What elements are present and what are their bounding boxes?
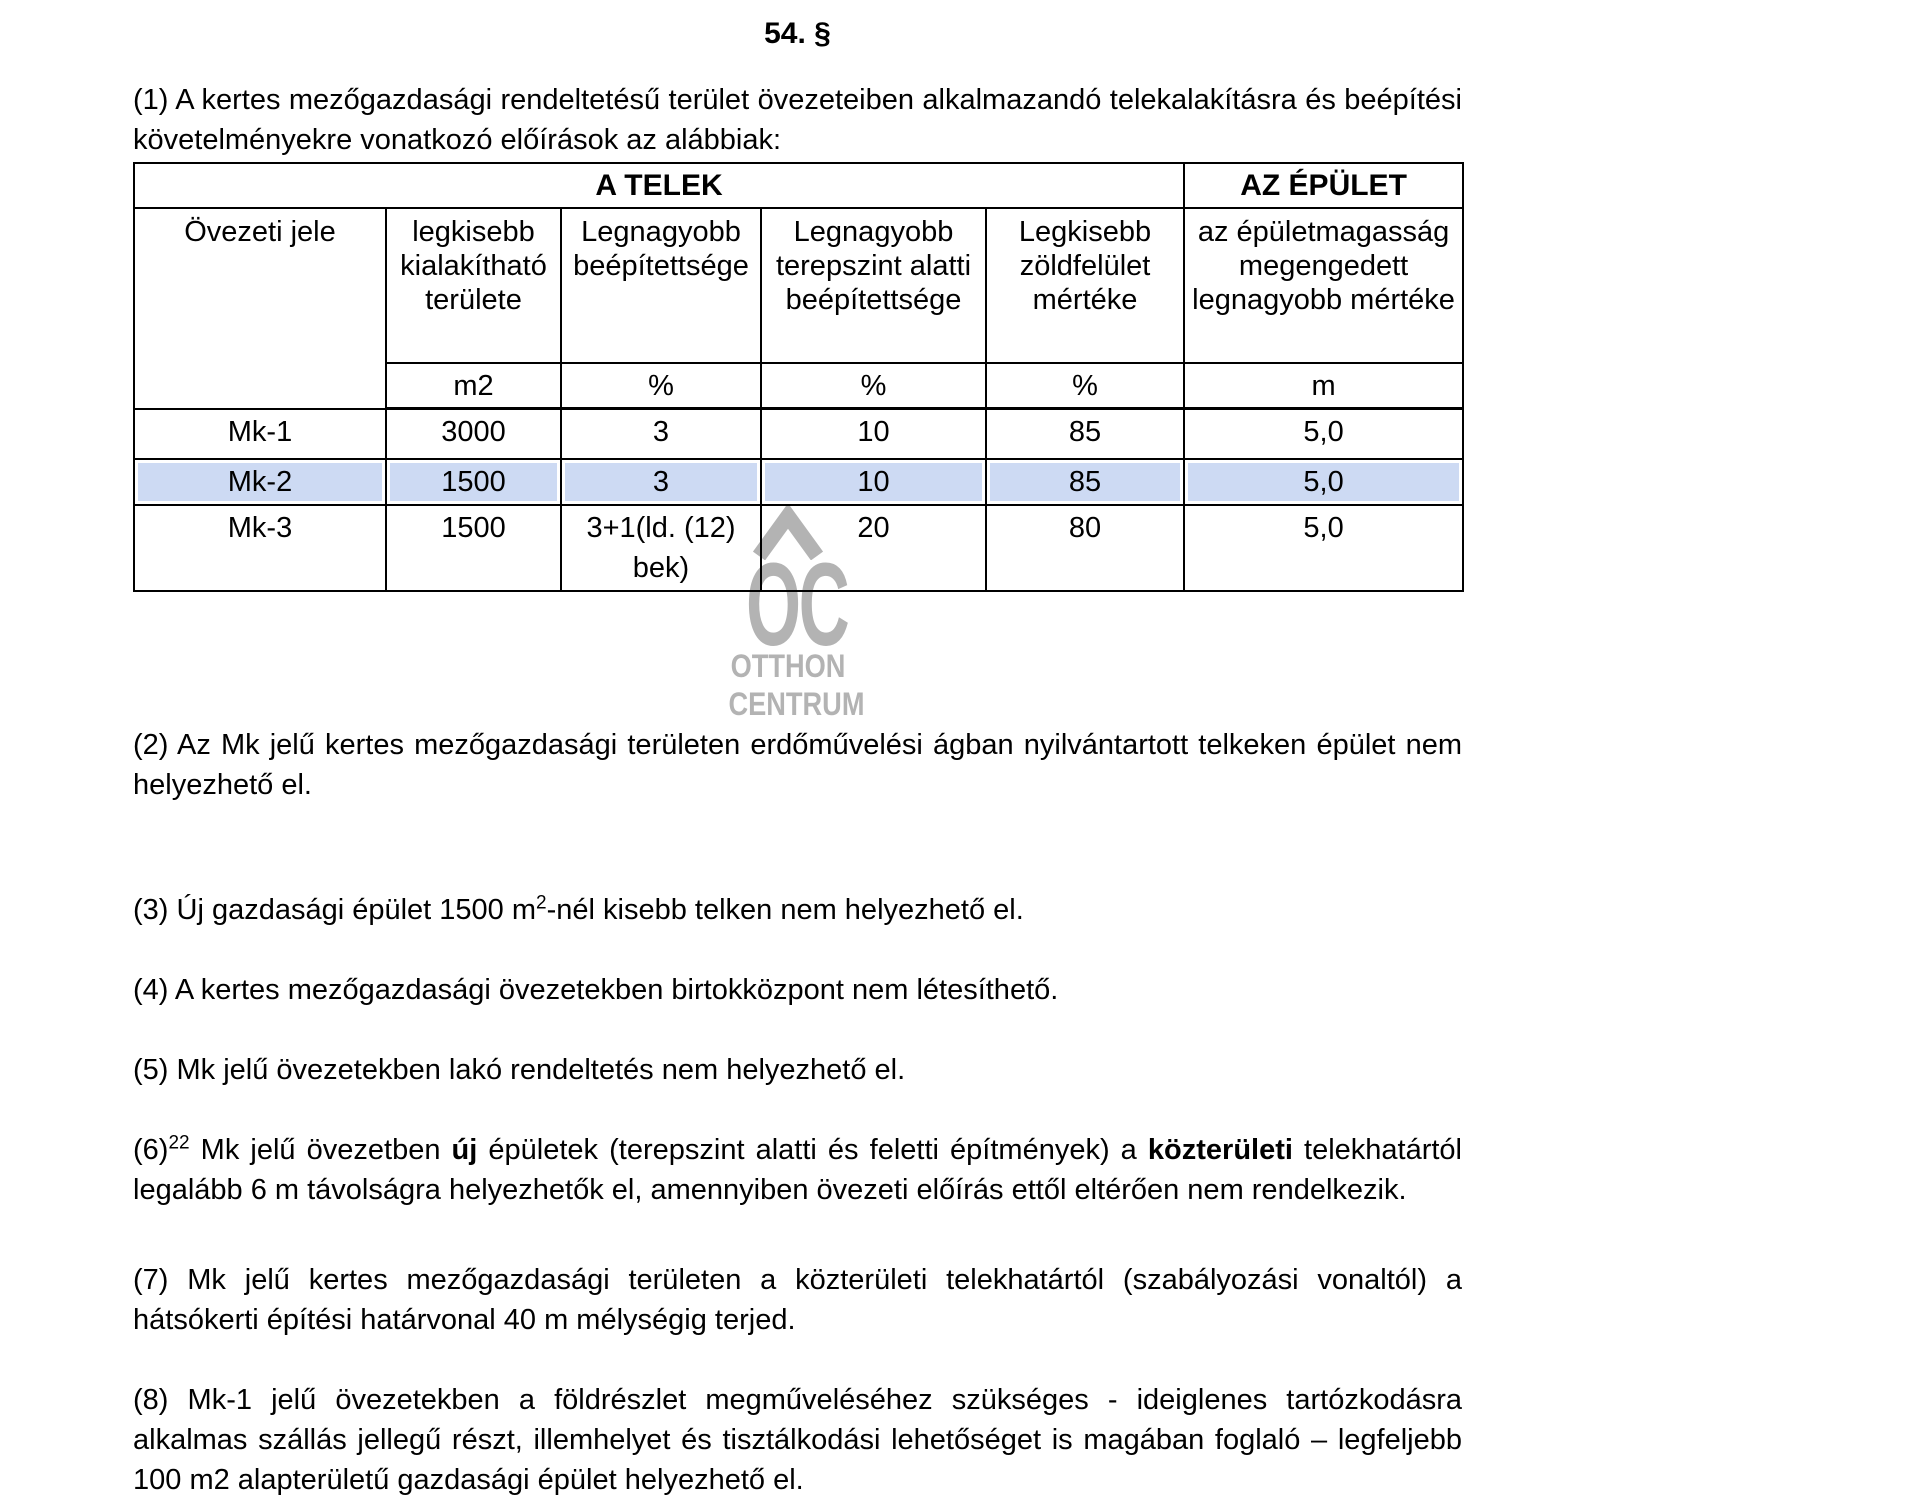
- paragraph-2-text: (2) Az Mk jelű kertes mezőgazdasági terü…: [133, 729, 1462, 801]
- watermark-name-line1: OTTHON: [730, 648, 846, 684]
- paragraph-4: (4) A kertes mezőgazdasági övezetekben b…: [133, 970, 1462, 1010]
- zoning-table: A TELEK AZ ÉPÜLET Övezeti jele legkisebb…: [132, 162, 1465, 592]
- column-header-zone: Övezeti jele: [133, 207, 387, 410]
- paragraph-6-bold: közterületi: [1147, 1134, 1293, 1166]
- table-row-mk-2: Mk-2 1500 3 10 85 5,0: [133, 458, 1465, 506]
- watermark-name-line2: CENTRUM: [728, 686, 865, 722]
- value-cell: 20: [760, 504, 987, 592]
- paragraph-6-bold: új: [451, 1134, 478, 1166]
- paragraph-4-text: (4) A kertes mezőgazdasági övezetekben b…: [133, 974, 1059, 1006]
- page-title: 54. §: [764, 17, 831, 50]
- value-cell: 85: [984, 458, 1186, 506]
- footnote-reference: 22: [168, 1132, 190, 1154]
- paragraph-5: (5) Mk jelű övezetekben lakó rendeltetés…: [133, 1050, 1462, 1090]
- paragraph-3-text: (3) Új gazdasági épület 1500 m: [133, 894, 537, 926]
- paragraph-8-text: (8) Mk-1 jelű övezetekben a földrészlet …: [133, 1384, 1462, 1496]
- value-cell: 85: [984, 407, 1186, 460]
- zone-cell: Mk-1: [133, 407, 387, 460]
- paragraph-3-text: -nél kisebb telken nem helyezhető el.: [546, 894, 1024, 926]
- paragraph-8: (8) Mk-1 jelű övezetekben a földrészlet …: [133, 1380, 1462, 1500]
- paragraph-5-text: (5) Mk jelű övezetekben lakó rendeltetés…: [133, 1054, 906, 1086]
- group-header-epulet: AZ ÉPÜLET: [1183, 162, 1465, 209]
- paragraph-6-text: (6): [133, 1134, 169, 1166]
- paragraph-6-text: Mk jelű övezetben: [189, 1134, 452, 1166]
- document-content: 54. § (1) A kertes mezőgazdasági rendelt…: [132, 0, 1465, 1510]
- paragraph-6-text: épületek (terepszint alatti és feletti é…: [477, 1134, 1148, 1166]
- column-header-max-coverage: Legnagyobb beépítettsége: [560, 207, 762, 364]
- superscript: 2: [536, 892, 547, 914]
- paragraph-7: (7) Mk jelű kertes mezőgazdasági terület…: [133, 1260, 1462, 1340]
- value-cell: 5,0: [1183, 504, 1465, 592]
- value-cell: 1500: [385, 504, 562, 592]
- table-unit-row: m2 % % % m: [134, 362, 1465, 410]
- value-cell: 10: [760, 407, 987, 460]
- value-cell: 3: [560, 458, 762, 506]
- paragraph-1: (1) A kertes mezőgazdasági rendeltetésű …: [133, 80, 1462, 160]
- paragraph-3: (3) Új gazdasági épület 1500 m2-nél kise…: [133, 890, 1462, 930]
- table-header-row: Övezeti jele legkisebb kialakítható terü…: [133, 207, 1465, 410]
- table-row-mk-3: Mk-3 1500 3+1(ld. (12) bek) 20 80 5,0: [133, 504, 1465, 592]
- column-header-max-building-height: az épületmagasság megengedett legnagyobb…: [1183, 207, 1465, 364]
- value-cell: 5,0: [1183, 458, 1465, 506]
- column-header-min-green-area: Legkisebb zöldfelület mértéke: [984, 207, 1186, 364]
- group-header-telek: A TELEK: [132, 162, 1186, 209]
- paragraph-7-text: (7) Mk jelű kertes mezőgazdasági terület…: [133, 1264, 1462, 1336]
- paragraph-1-text: (1) A kertes mezőgazdasági rendeltetésű …: [133, 84, 1462, 156]
- column-header-min-plot-area: legkisebb kialakítható területe: [385, 207, 562, 364]
- unit-cell-percent-3: %: [984, 362, 1186, 410]
- unit-cell-percent-1: %: [560, 362, 762, 410]
- table-row-mk-1: Mk-1 3000 3 10 85 5,0: [133, 407, 1465, 460]
- unit-cell-m: m: [1183, 362, 1465, 410]
- paragraph-6: (6)22 Mk jelű övezetben új épületek (ter…: [133, 1130, 1462, 1210]
- value-cell: 5,0: [1183, 407, 1465, 460]
- unit-cell-percent-2: %: [760, 362, 987, 410]
- column-header-max-underground-coverage: Legnagyobb terepszint alatti beépítettsé…: [760, 207, 987, 364]
- zone-cell: Mk-3: [133, 504, 387, 592]
- unit-cell-m2: m2: [385, 362, 562, 410]
- value-cell: 3+1(ld. (12) bek): [560, 504, 762, 592]
- paragraph-6-text: telekhatártól legalább 6 m távolságra he…: [133, 1134, 1463, 1206]
- value-cell: 80: [984, 504, 1186, 592]
- value-cell: 1500: [385, 458, 562, 506]
- value-cell: 10: [760, 458, 987, 506]
- table-group-header-row: A TELEK AZ ÉPÜLET: [132, 162, 1465, 209]
- zone-cell: Mk-2: [133, 458, 387, 506]
- paragraph-2: (2) Az Mk jelű kertes mezőgazdasági terü…: [133, 725, 1462, 805]
- value-cell: 3000: [385, 407, 562, 460]
- value-cell: 3: [560, 407, 762, 460]
